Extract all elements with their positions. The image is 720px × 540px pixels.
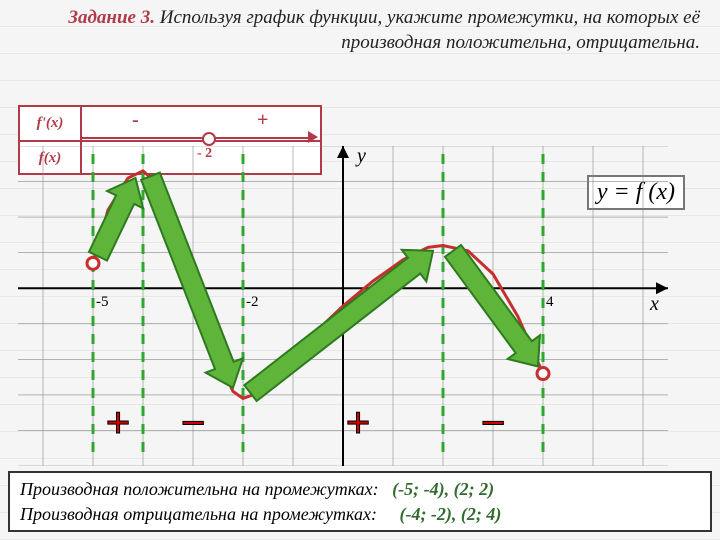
task-title: Задание 3.: [68, 7, 155, 28]
svg-text:y: y: [355, 146, 366, 167]
sign-plus: +: [257, 109, 268, 132]
svg-text:x: x: [649, 293, 659, 315]
function-chart: y x -5 -2 4 + − + −: [18, 146, 668, 466]
answer-neg-label: Производная отрицательна на промежутках:: [20, 504, 377, 524]
answer-box: Производная положительна на промежутках:…: [8, 471, 712, 532]
svg-text:+: +: [105, 399, 130, 448]
svg-text:−: −: [180, 399, 205, 448]
answer-pos-label: Производная положительна на промежутках:: [20, 479, 379, 499]
task-body: Используя график функции, укажите промеж…: [160, 7, 700, 53]
svg-text:-5: -5: [96, 294, 109, 310]
svg-text:−: −: [480, 399, 505, 448]
sign-minus: -: [132, 109, 139, 132]
svg-text:4: 4: [546, 294, 554, 310]
row-label-f-prime: f'(x): [20, 107, 82, 140]
answer-pos-intervals: (-5; -4), (2; 2): [392, 479, 494, 499]
task-prompt: Задание 3. Используя график функции, ука…: [60, 6, 700, 55]
answer-neg-intervals: (-4; -2), (2; 4): [399, 504, 501, 524]
svg-text:+: +: [345, 399, 370, 448]
svg-text:-2: -2: [246, 294, 259, 310]
